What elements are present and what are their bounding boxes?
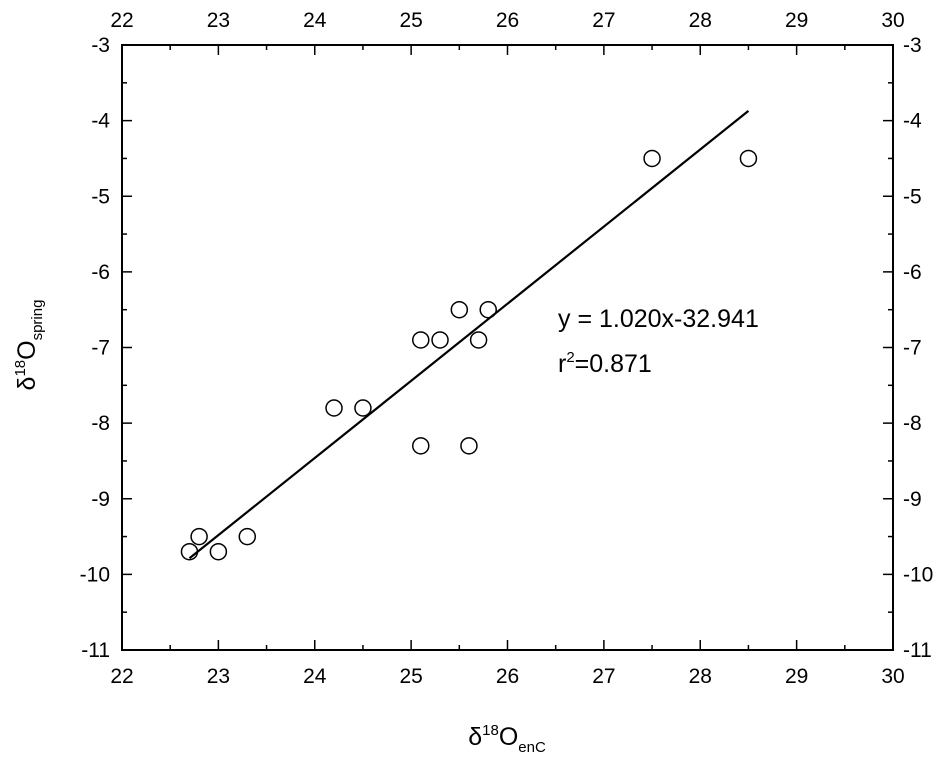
y-right-tick-label: -6 bbox=[903, 261, 922, 284]
annotation-part: r bbox=[558, 350, 566, 378]
y-tick-label: -11 bbox=[81, 639, 110, 662]
y-right-tick-label: -9 bbox=[903, 488, 922, 511]
x-top-tick-label: 27 bbox=[592, 9, 615, 32]
x-top-tick-label: 25 bbox=[399, 9, 422, 32]
point bbox=[190, 527, 208, 546]
y-axis-label-main: O bbox=[13, 340, 41, 359]
x-tick-label: 27 bbox=[592, 665, 615, 688]
y-right-tick-label: -11 bbox=[903, 639, 932, 662]
y-tick-label: -10 bbox=[80, 563, 110, 586]
y-axis-label-sup: 18 bbox=[12, 360, 29, 377]
point bbox=[209, 542, 228, 561]
annotation: y = 1.020x-32.941 bbox=[558, 305, 759, 333]
y-tick-label: -6 bbox=[91, 261, 110, 284]
y-tick-label: -7 bbox=[91, 337, 110, 360]
y-right-tick-label: -4 bbox=[903, 110, 922, 133]
point bbox=[431, 331, 449, 349]
point bbox=[412, 437, 430, 455]
x-axis-label-sup: 18 bbox=[482, 722, 499, 739]
plot-frame bbox=[121, 44, 894, 651]
x-top-tick-label: 22 bbox=[110, 9, 133, 32]
x-tick-label: 22 bbox=[110, 665, 133, 688]
x-axis-label: δ18OenC bbox=[468, 722, 546, 756]
x-top-tick-label: 30 bbox=[881, 9, 904, 32]
x-top-tick-label: 29 bbox=[785, 9, 808, 32]
x-tick-label: 25 bbox=[399, 665, 422, 688]
y-tick-label: -3 bbox=[91, 34, 110, 57]
point bbox=[450, 300, 469, 319]
x-tick-label: 30 bbox=[881, 665, 904, 688]
annotation-part: =0.871 bbox=[575, 350, 652, 378]
x-tick-label: 23 bbox=[207, 665, 230, 688]
fit-line bbox=[188, 110, 750, 560]
annotation: r2=0.871 bbox=[558, 349, 652, 378]
point bbox=[180, 542, 199, 561]
x-tick-label: 29 bbox=[785, 665, 808, 688]
x-top-tick-label: 26 bbox=[496, 9, 519, 32]
x-axis-label-base: δ bbox=[468, 723, 482, 751]
point bbox=[739, 149, 758, 168]
y-axis-label-base: δ bbox=[13, 377, 41, 391]
y-tick-label: -8 bbox=[91, 412, 110, 435]
x-tick-label: 28 bbox=[689, 665, 712, 688]
point bbox=[325, 399, 343, 417]
x-tick-label: 26 bbox=[496, 665, 519, 688]
x-top-tick-label: 28 bbox=[689, 9, 712, 32]
y-right-tick-label: -5 bbox=[903, 185, 922, 208]
y-right-tick-label: -8 bbox=[903, 412, 922, 435]
y-axis-label: δ18Ospring bbox=[12, 300, 46, 391]
point bbox=[412, 331, 430, 349]
y-right-tick-label: -3 bbox=[903, 34, 922, 57]
point bbox=[460, 437, 478, 455]
x-axis-label-sub: enC bbox=[518, 739, 546, 756]
point bbox=[354, 399, 372, 417]
x-top-tick-label: 24 bbox=[303, 9, 327, 32]
annotation-part: y = 1.020x-32.941 bbox=[558, 305, 759, 333]
y-right-tick-label: -7 bbox=[903, 337, 922, 360]
point bbox=[469, 331, 488, 349]
point bbox=[643, 149, 661, 168]
y-right-tick-label: -10 bbox=[903, 563, 933, 586]
y-axis-label-sub: spring bbox=[29, 300, 46, 341]
x-top-tick-label: 23 bbox=[207, 9, 230, 32]
point bbox=[238, 527, 257, 546]
x-axis-label-main: O bbox=[499, 723, 518, 751]
y-tick-label: -5 bbox=[91, 185, 110, 208]
x-tick-label: 24 bbox=[303, 665, 327, 688]
y-tick-label: -9 bbox=[91, 488, 110, 511]
annotation-sup: 2 bbox=[566, 349, 574, 366]
y-tick-label: -4 bbox=[91, 110, 110, 133]
point bbox=[479, 300, 497, 319]
